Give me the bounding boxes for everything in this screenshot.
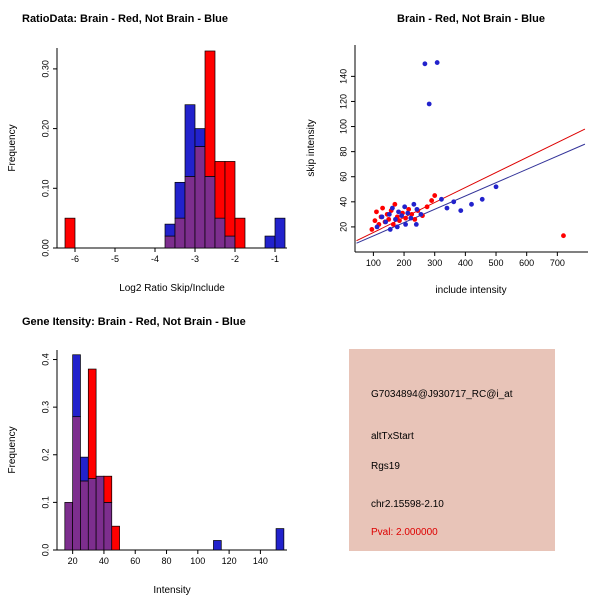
gene-intensity-histogram-ylabel: Frequency [7, 426, 18, 473]
probe-info-panel: G7034894@J930717_RC@i_at altTxStart Rgs1… [349, 349, 555, 551]
svg-text:100: 100 [339, 119, 349, 134]
svg-text:300: 300 [427, 258, 442, 268]
svg-text:20: 20 [339, 222, 349, 232]
gene-name: Rgs19 [371, 461, 400, 472]
svg-text:120: 120 [339, 94, 349, 109]
svg-text:0.2: 0.2 [41, 449, 51, 462]
gene-intensity-histogram-xlabel: Intensity [153, 585, 190, 596]
intensity-scatter-title: Brain - Red, Not Brain - Blue [397, 13, 545, 25]
ratio-histogram-title: RatioData: Brain - Red, Not Brain - Blue [22, 13, 228, 25]
genomic-location: chr2.15598-2.10 [371, 499, 444, 510]
svg-text:-1: -1 [271, 254, 279, 264]
pval-text: Pval: 2.000000 [371, 527, 438, 538]
svg-text:0.4: 0.4 [41, 353, 51, 366]
ratio-histogram-plot: RatioData: Brain - Red, Not Brain - Blue… [7, 13, 287, 294]
intensity-scatter-canvas: 100 200 300 400 500 600 700 20 40 60 80 100 120 140 [339, 45, 588, 268]
svg-text:40: 40 [99, 556, 109, 566]
svg-text:60: 60 [130, 556, 140, 566]
intensity-scatter-xlabel: include intensity [435, 285, 506, 296]
ratio-histogram-xlabel: Log2 Ratio Skip/Include [119, 283, 225, 294]
ratio-histogram-ylabel: Frequency [7, 124, 18, 171]
svg-text:-6: -6 [71, 254, 79, 264]
svg-text:80: 80 [339, 147, 349, 157]
svg-text:0.3: 0.3 [41, 401, 51, 414]
gene-intensity-histogram-canvas: 20 40 60 80 100 120 140 0.0 0.1 0.2 0.3 0.4 [41, 350, 287, 566]
svg-text:120: 120 [222, 556, 237, 566]
gene-intensity-histogram-plot: Gene Itensity: Brain - Red, Not Brain - … [7, 316, 287, 596]
svg-text:0.00: 0.00 [41, 239, 51, 257]
event-type: altTxStart [371, 431, 414, 442]
ratio-histogram-canvas: -6 -5 -4 -3 -2 -1 0.00 0.10 0.20 0.30 [41, 48, 287, 264]
svg-text:-2: -2 [231, 254, 239, 264]
svg-text:80: 80 [162, 556, 172, 566]
svg-text:20: 20 [68, 556, 78, 566]
svg-text:0.10: 0.10 [41, 180, 51, 198]
svg-text:500: 500 [489, 258, 504, 268]
svg-text:-4: -4 [151, 254, 159, 264]
svg-text:400: 400 [458, 258, 473, 268]
probe-id: G7034894@J930717_RC@i_at [371, 389, 513, 400]
svg-text:140: 140 [253, 556, 268, 566]
svg-text:200: 200 [397, 258, 412, 268]
svg-text:0.20: 0.20 [41, 120, 51, 138]
svg-text:-3: -3 [191, 254, 199, 264]
svg-text:0.30: 0.30 [41, 60, 51, 78]
svg-text:60: 60 [339, 172, 349, 182]
svg-text:-5: -5 [111, 254, 119, 264]
intensity-scatter-plot: Brain - Red, Not Brain - Blue include in… [306, 13, 588, 296]
svg-text:100: 100 [190, 556, 205, 566]
svg-text:100: 100 [366, 258, 381, 268]
svg-text:0.0: 0.0 [41, 544, 51, 557]
gene-intensity-histogram-title: Gene Itensity: Brain - Red, Not Brain - … [22, 316, 246, 328]
svg-text:700: 700 [550, 258, 565, 268]
svg-text:0.1: 0.1 [41, 496, 51, 509]
intensity-scatter-ylabel: skip intensity [306, 119, 317, 176]
svg-text:600: 600 [519, 258, 534, 268]
svg-text:140: 140 [339, 69, 349, 84]
svg-text:40: 40 [339, 197, 349, 207]
